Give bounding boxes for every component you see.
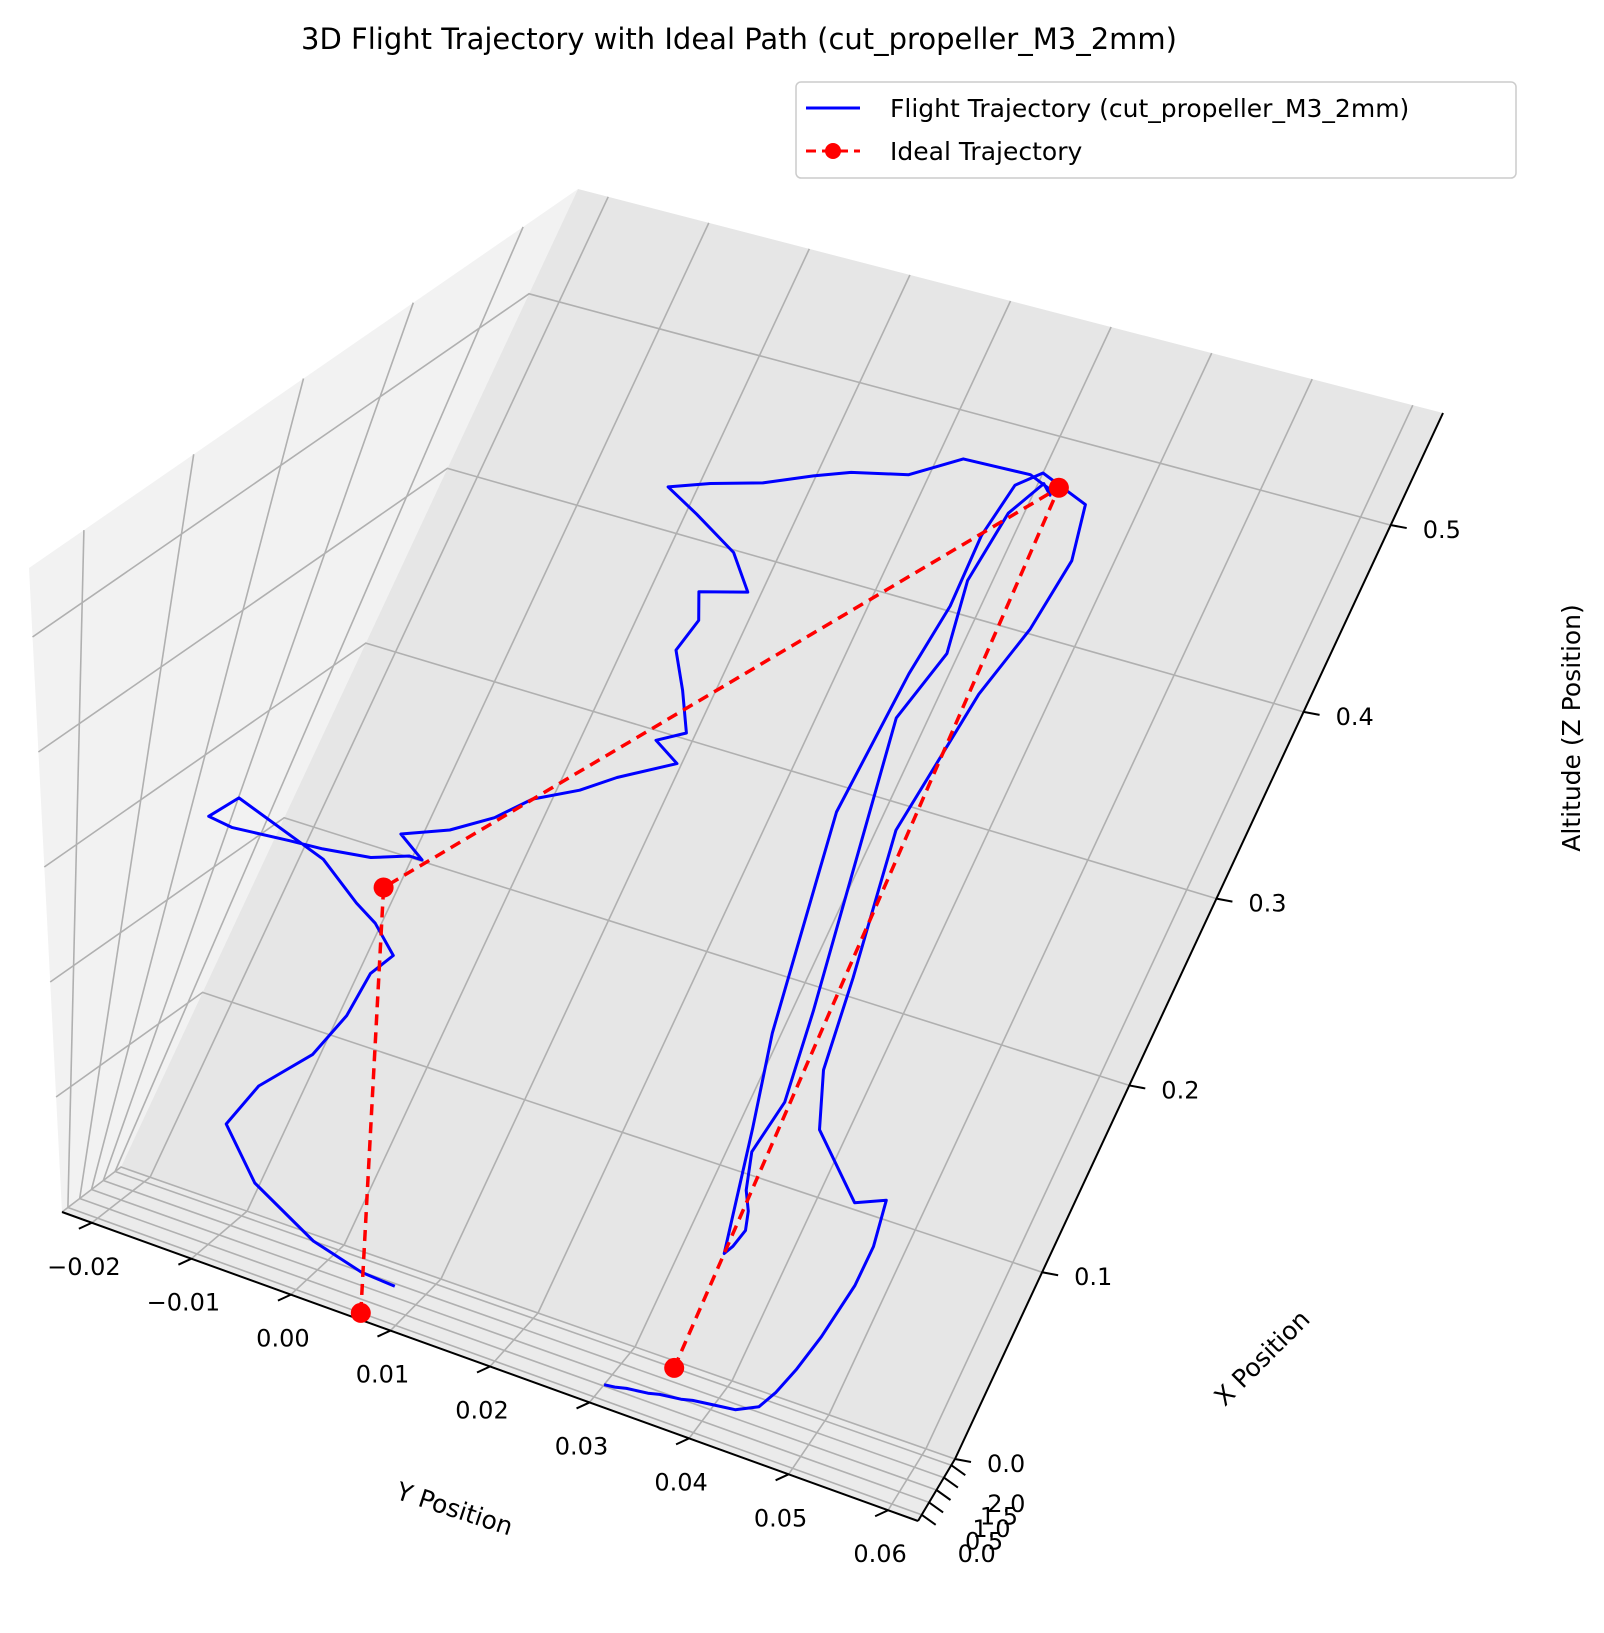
z-tick-label-5: 0.5 <box>1423 516 1461 544</box>
z-tick-2 <box>1129 1084 1146 1090</box>
y-tick-label-4: 0.02 <box>455 1397 508 1425</box>
tick-marks: −0.02 −0.01 0.00 0.01 0.02 0.03 0.04 0.05 0.06 0.… <box>47 516 1461 1568</box>
y-tick-label-0: −0.02 <box>47 1253 121 1281</box>
y-tick-6 <box>675 1437 690 1446</box>
grid-y-right-2 <box>343 248 811 1246</box>
y-tick-5 <box>576 1401 590 1410</box>
pane-left <box>29 189 578 1212</box>
y-tick-1 <box>177 1257 192 1266</box>
grid-x-left-1 <box>78 454 195 1199</box>
axes-panes <box>29 189 1443 1521</box>
z-axis-line <box>954 412 1444 1460</box>
y-axis-label: Y Position <box>392 1476 517 1541</box>
z-tick-label-2: 0.2 <box>1161 1076 1199 1104</box>
ideal-point-2 <box>1048 477 1069 498</box>
x-tick-label-3: 1.5 <box>980 1503 1018 1531</box>
grid-y-floor-2 <box>290 1244 345 1296</box>
y-tick-0 <box>78 1221 93 1230</box>
z-tick-label-0: 0.0 <box>987 1450 1025 1478</box>
z-tick-4 <box>1303 710 1320 716</box>
y-tick-label-3: 0.01 <box>356 1361 409 1389</box>
y-tick-4 <box>476 1365 491 1374</box>
flight-trajectory-line <box>207 457 1087 1412</box>
z-tick-label-4: 0.4 <box>1336 703 1374 731</box>
y-tick-7 <box>775 1473 790 1482</box>
legend-ideal-label: Ideal Trajectory <box>890 137 1082 166</box>
grid-y-right-4 <box>537 300 1012 1314</box>
x-tick-label-4: 2.0 <box>987 1490 1025 1518</box>
x-tick-1 <box>928 1501 944 1514</box>
grid-x-left-3 <box>102 302 415 1181</box>
grid-y-floor-8 <box>887 1448 927 1511</box>
grid-lines <box>32 196 1414 1516</box>
chart-title: 3D Flight Trajectory with Ideal Path (cu… <box>301 22 1177 56</box>
x-tick-3 <box>943 1476 959 1489</box>
legend: Flight Trajectory (cut_propeller_M3_2mm)… <box>795 81 1517 179</box>
y-tick-8 <box>874 1509 889 1518</box>
grid-x-left-4 <box>114 226 524 1172</box>
z-tick-0 <box>954 1458 972 1463</box>
y-tick-label-2: 0.00 <box>256 1325 309 1353</box>
grid-z-1 <box>55 991 1043 1273</box>
y-tick-label-7: 0.05 <box>754 1504 807 1532</box>
y-tick-2 <box>277 1293 292 1302</box>
grid-y-right-8 <box>925 404 1414 1450</box>
grid-z-5 <box>32 292 1391 638</box>
grid-y-right-3 <box>440 274 911 1280</box>
grid-x-left-2 <box>90 378 305 1190</box>
data-series <box>207 457 1087 1412</box>
grid-z-3 <box>43 642 1217 900</box>
grid-y-right-1 <box>246 222 710 1212</box>
grid-y-floor-1 <box>190 1210 248 1260</box>
x-tick-2 <box>935 1489 952 1501</box>
x-tick-label-2: 1.0 <box>972 1515 1010 1543</box>
z-tick-label-3: 0.3 <box>1248 890 1286 918</box>
x-axis-label: X Position <box>1208 1304 1315 1411</box>
ideal-point-0 <box>350 1302 371 1323</box>
ideal-trajectory-line <box>359 483 1063 1369</box>
z-axis-label: Altitude (Z Position) <box>1557 604 1586 852</box>
x-tick-label-0: 0.0 <box>958 1540 996 1568</box>
x-tick-0 <box>921 1513 937 1526</box>
legend-ideal-marker <box>825 143 841 159</box>
y-tick-label-1: −0.01 <box>147 1289 221 1317</box>
y-tick-label-5: 0.03 <box>555 1432 608 1460</box>
ideal-point-1 <box>373 877 394 898</box>
x-tick-4 <box>950 1464 966 1477</box>
pane-right <box>121 189 1443 1459</box>
z-tick-3 <box>1216 897 1233 903</box>
y-tick-label-6: 0.04 <box>654 1468 707 1496</box>
z-tick-label-1: 0.1 <box>1074 1263 1112 1291</box>
z-tick-1 <box>1041 1271 1059 1277</box>
x-tick-label-1: 0.5 <box>965 1527 1003 1555</box>
grid-y-right-6 <box>731 352 1213 1382</box>
grid-y-right-0 <box>149 196 609 1178</box>
grid-y-right-7 <box>828 378 1313 1416</box>
legend-flight-label: Flight Trajectory (cut_propeller_M3_2mm) <box>890 94 1409 123</box>
grid-y-right-5 <box>634 326 1112 1348</box>
grid-y-floor-5 <box>588 1346 636 1403</box>
grid-y-floor-6 <box>688 1380 733 1439</box>
legend-frame <box>795 81 1517 179</box>
grid-y-floor-7 <box>787 1414 830 1475</box>
z-tick-5 <box>1390 524 1407 530</box>
ideal-point-3 <box>664 1357 685 1378</box>
grid-y-floor-4 <box>489 1312 539 1368</box>
grid-z-4 <box>37 467 1304 753</box>
y-tick-3 <box>377 1329 391 1338</box>
y-tick-label-8: 0.06 <box>853 1540 906 1568</box>
grid-x-left-0 <box>67 530 85 1208</box>
grid-y-floor-0 <box>91 1176 151 1224</box>
grid-y-floor-3 <box>389 1278 442 1332</box>
